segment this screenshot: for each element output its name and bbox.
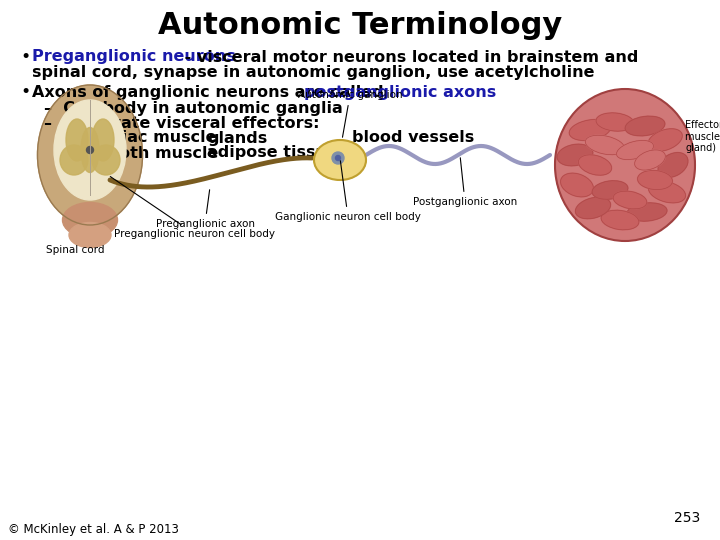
Text: Preganglionic axon: Preganglionic axon [156,190,254,229]
Ellipse shape [81,127,99,172]
Text: Postganglionic axon: Postganglionic axon [413,158,517,207]
Text: glands: glands [207,131,267,145]
Ellipse shape [634,150,665,170]
Circle shape [86,146,94,153]
Ellipse shape [592,181,628,199]
Ellipse shape [601,210,639,230]
Text: Preganglionic neuron cell body: Preganglionic neuron cell body [110,177,276,239]
Ellipse shape [570,119,611,140]
Ellipse shape [314,140,366,180]
Ellipse shape [616,140,654,160]
Text: 253: 253 [674,511,700,525]
Ellipse shape [596,113,634,131]
Text: •: • [20,48,30,66]
Text: Ganglionic neuron cell body: Ganglionic neuron cell body [275,161,421,222]
Ellipse shape [69,222,111,247]
Text: - visceral motor neurons located in brainstem and: - visceral motor neurons located in brai… [179,50,639,64]
Ellipse shape [92,119,114,161]
Text: Autonomic Terminology: Autonomic Terminology [158,10,562,39]
Ellipse shape [92,145,120,175]
Ellipse shape [585,135,625,155]
Text: –  Cell body in autonomic ganglia: – Cell body in autonomic ganglia [44,100,343,116]
Ellipse shape [54,100,126,200]
Ellipse shape [637,171,672,190]
Text: –  innervate visceral effectors:: – innervate visceral effectors: [44,116,320,131]
Ellipse shape [578,155,611,175]
Ellipse shape [555,90,695,240]
Ellipse shape [613,191,647,209]
Ellipse shape [625,116,665,136]
Ellipse shape [658,153,688,178]
Text: postganglionic axons: postganglionic axons [304,84,496,99]
Text: blood vessels: blood vessels [352,131,474,145]
Ellipse shape [60,145,88,175]
Text: adipose tissues: adipose tissues [207,145,347,160]
Ellipse shape [37,85,143,225]
Ellipse shape [575,197,611,219]
Text: smooth muscle: smooth muscle [82,145,218,160]
Text: © McKinley et al. A & P 2013: © McKinley et al. A & P 2013 [8,523,179,537]
Text: Preganglionic neurons: Preganglionic neurons [32,50,235,64]
Text: •: • [20,83,30,101]
Text: Spinal cord: Spinal cord [46,245,104,255]
Ellipse shape [627,203,667,221]
Ellipse shape [648,129,683,151]
Ellipse shape [649,181,685,203]
Ellipse shape [66,119,88,161]
Circle shape [332,152,344,164]
Text: Autonomic ganglion: Autonomic ganglion [297,90,402,137]
Text: Axons of ganglionic neurons are called: Axons of ganglionic neurons are called [32,84,390,99]
Ellipse shape [557,144,593,166]
Ellipse shape [63,202,117,238]
Text: spinal cord, synapse in autonomic ganglion, use acetylcholine: spinal cord, synapse in autonomic gangli… [32,64,595,79]
Text: Effector organ (e.g., cardiac
muscle, smooth muscle, or
gland): Effector organ (e.g., cardiac muscle, sm… [685,120,720,153]
Ellipse shape [561,173,593,197]
Text: cardiac muscle: cardiac muscle [82,131,217,145]
Circle shape [336,156,341,160]
